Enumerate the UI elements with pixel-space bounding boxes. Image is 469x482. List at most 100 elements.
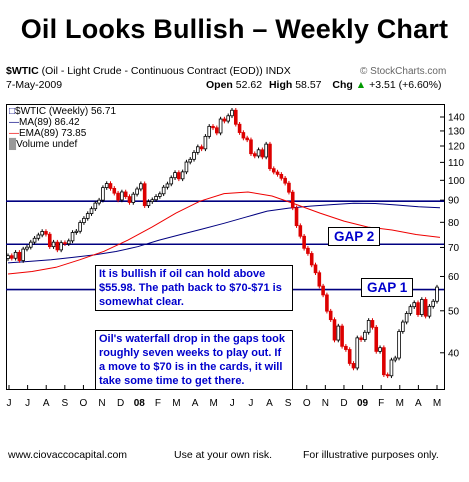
chart-date: 7-May-2009 xyxy=(6,79,63,91)
footer-disclaimer: Use at your own risk. xyxy=(174,449,273,461)
price-candle xyxy=(389,359,394,377)
up-arrow-icon: ▲ xyxy=(355,79,367,91)
chart-legend: □$WTIC (Weekly) 56.71 —MA(89) 86.42 —EMA… xyxy=(9,106,116,150)
price-candle xyxy=(32,237,37,243)
symbol-header: $WTIC (Oil - Light Crude - Continuous Co… xyxy=(6,65,291,77)
x-tick-label: 09 xyxy=(357,398,369,409)
price-candle xyxy=(218,118,223,134)
price-candle xyxy=(306,247,310,254)
price-candle xyxy=(192,151,196,160)
open-label: Open xyxy=(206,79,233,91)
price-candle xyxy=(9,255,14,259)
price-candle xyxy=(66,240,71,245)
legend-volume: Volume undef xyxy=(16,139,78,150)
price-candle xyxy=(82,217,86,223)
symbol: $WTIC xyxy=(6,65,39,77)
y-tick-label: 110 xyxy=(448,158,464,169)
price-candle xyxy=(25,246,29,250)
x-tick-label: A xyxy=(415,398,422,409)
price-candle xyxy=(127,196,132,203)
price-candle xyxy=(328,310,333,321)
price-candle xyxy=(290,191,295,209)
price-candle xyxy=(116,192,120,201)
legend-ma: MA(89) 86.42 xyxy=(19,117,80,128)
x-tick-label: M xyxy=(433,398,441,409)
price-candle xyxy=(271,168,276,173)
y-tick-label: 100 xyxy=(448,176,465,187)
price-candle xyxy=(74,230,79,233)
x-tick-label: N xyxy=(322,398,329,409)
chg-label: Chg xyxy=(332,79,353,91)
price-candle xyxy=(233,109,238,125)
price-candle xyxy=(416,302,420,315)
legend-ema-icon: — xyxy=(9,128,19,139)
price-candle xyxy=(427,305,432,317)
price-candle xyxy=(177,172,181,180)
x-tick-label: J xyxy=(248,398,253,409)
price-candle xyxy=(423,299,428,317)
price-candle xyxy=(211,125,215,129)
price-candle xyxy=(298,225,303,237)
footer-website: www.ciovaccocapital.com xyxy=(8,449,128,461)
price-candle xyxy=(47,233,52,248)
legend-ma-icon: — xyxy=(9,117,19,128)
price-candle xyxy=(215,127,219,134)
brand: © StockCharts.com xyxy=(360,66,447,77)
ma-89-line xyxy=(7,202,441,264)
x-tick-label: S xyxy=(61,398,68,409)
x-tick-label: O xyxy=(80,398,88,409)
quote-strip: Open 52.62 High 58.57 Chg ▲ +3.51 (+6.60… xyxy=(206,79,441,91)
price-candle xyxy=(294,207,299,227)
price-candle xyxy=(169,177,174,185)
price-candle xyxy=(249,139,253,155)
price-candle xyxy=(97,199,101,204)
x-tick-label: F xyxy=(155,398,161,409)
legend-volume-icon: █ xyxy=(9,139,17,150)
price-candle xyxy=(44,231,48,235)
high-value: 58.57 xyxy=(295,79,322,91)
price-candle xyxy=(385,374,390,377)
legend-main-icon: □ xyxy=(9,106,16,117)
price-candle xyxy=(355,337,360,369)
price-candle xyxy=(351,363,356,369)
price-candle xyxy=(252,153,257,157)
price-candle xyxy=(401,321,405,332)
price-candle xyxy=(397,331,401,359)
y-tick-label: 60 xyxy=(448,272,460,283)
y-tick-label: 80 xyxy=(448,218,460,229)
price-candle xyxy=(408,306,413,314)
price-candle xyxy=(21,248,25,261)
x-tick-label: A xyxy=(43,398,50,409)
price-candle xyxy=(366,320,371,333)
x-tick-label: O xyxy=(303,398,311,409)
x-tick-label: J xyxy=(7,398,12,409)
price-candle xyxy=(302,235,306,249)
price-candle xyxy=(203,135,208,150)
price-candle xyxy=(344,345,348,350)
price-candle xyxy=(165,183,170,188)
y-tick-label: 40 xyxy=(448,348,460,359)
x-tick-label: M xyxy=(172,398,180,409)
x-tick-label: F xyxy=(378,398,384,409)
symbol-description: (Oil - Light Crude - Continuous Contract… xyxy=(41,65,291,77)
x-tick-label: J xyxy=(25,398,30,409)
price-candle xyxy=(347,349,352,364)
price-candle xyxy=(279,173,284,179)
price-candle xyxy=(123,191,128,198)
price-candle xyxy=(363,331,367,341)
price-candle xyxy=(112,187,117,194)
price-candle xyxy=(139,183,143,190)
price-candle xyxy=(275,171,280,175)
price-candle xyxy=(154,196,158,201)
gap-1-label: GAP 1 xyxy=(361,278,414,297)
price-candle xyxy=(226,115,230,122)
price-candle xyxy=(404,313,409,323)
y-tick-label: 90 xyxy=(448,196,460,207)
price-candle xyxy=(17,251,22,261)
price-candle xyxy=(256,149,261,157)
price-candle xyxy=(36,234,41,239)
price-candle xyxy=(180,171,185,180)
price-candle xyxy=(196,146,200,153)
price-candle xyxy=(59,242,63,251)
